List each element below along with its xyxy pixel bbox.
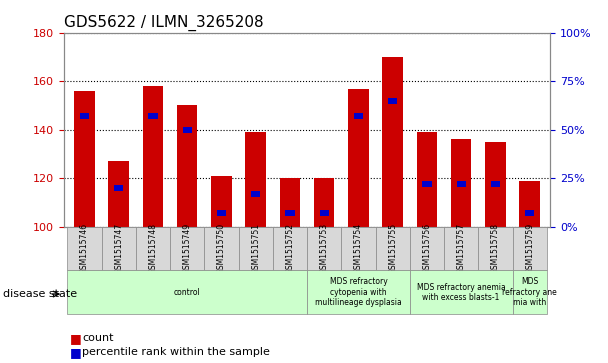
Text: MDS refractory anemia
with excess blasts-1: MDS refractory anemia with excess blasts… — [417, 282, 506, 302]
Text: disease state: disease state — [3, 289, 77, 299]
Text: GSM1515748: GSM1515748 — [148, 223, 157, 274]
Bar — [485, 142, 506, 227]
Bar — [285, 210, 294, 216]
Bar — [513, 270, 547, 314]
Bar — [410, 270, 513, 314]
Text: GSM1515746: GSM1515746 — [80, 223, 89, 274]
Text: GDS5622 / ILMN_3265208: GDS5622 / ILMN_3265208 — [64, 15, 263, 31]
Text: GSM1515755: GSM1515755 — [388, 223, 397, 274]
Bar — [519, 181, 540, 227]
Bar — [148, 113, 157, 119]
Bar — [246, 132, 266, 227]
Bar — [204, 227, 238, 270]
Bar — [280, 178, 300, 227]
Text: GSM1515758: GSM1515758 — [491, 223, 500, 274]
Bar — [348, 89, 368, 227]
Bar — [108, 161, 129, 227]
Bar — [114, 185, 123, 191]
Bar — [376, 227, 410, 270]
Bar — [238, 227, 273, 270]
Bar — [136, 227, 170, 270]
Bar — [67, 270, 307, 314]
Text: ■: ■ — [70, 332, 81, 345]
Bar — [182, 127, 192, 133]
Text: MDS refractory
cytopenia with
multilineage dysplasia: MDS refractory cytopenia with multilinea… — [315, 277, 402, 307]
Bar — [410, 227, 444, 270]
Bar — [320, 210, 329, 216]
Bar — [251, 191, 260, 197]
Text: control: control — [174, 288, 201, 297]
Bar — [314, 178, 334, 227]
Bar — [457, 181, 466, 187]
Bar — [382, 57, 403, 227]
Bar — [388, 98, 397, 104]
Bar — [513, 227, 547, 270]
Bar — [177, 106, 198, 227]
Bar — [307, 227, 341, 270]
Text: GSM1515753: GSM1515753 — [320, 223, 329, 274]
Bar — [307, 270, 410, 314]
Text: percentile rank within the sample: percentile rank within the sample — [82, 347, 270, 357]
Text: ■: ■ — [70, 346, 81, 359]
Text: GSM1515759: GSM1515759 — [525, 223, 534, 274]
Text: GSM1515749: GSM1515749 — [182, 223, 192, 274]
Text: GSM1515751: GSM1515751 — [251, 223, 260, 274]
Bar — [211, 176, 232, 227]
Bar — [354, 113, 363, 119]
Bar — [143, 86, 163, 227]
Bar — [74, 91, 95, 227]
Text: MDS
refractory ane
mia with: MDS refractory ane mia with — [502, 277, 557, 307]
Text: GSM1515756: GSM1515756 — [423, 223, 432, 274]
Text: GSM1515747: GSM1515747 — [114, 223, 123, 274]
Bar — [217, 210, 226, 216]
Bar — [491, 181, 500, 187]
Text: GSM1515752: GSM1515752 — [285, 223, 294, 274]
Bar — [80, 113, 89, 119]
Bar — [444, 227, 478, 270]
Bar — [67, 227, 102, 270]
Bar — [170, 227, 204, 270]
Bar — [102, 227, 136, 270]
Bar — [273, 227, 307, 270]
Bar — [525, 210, 534, 216]
Bar — [416, 132, 437, 227]
Text: count: count — [82, 333, 114, 343]
Bar — [451, 139, 471, 227]
Bar — [341, 227, 376, 270]
Text: GSM1515754: GSM1515754 — [354, 223, 363, 274]
Text: GSM1515750: GSM1515750 — [217, 223, 226, 274]
Text: GSM1515757: GSM1515757 — [457, 223, 466, 274]
Bar — [423, 181, 432, 187]
Bar — [478, 227, 513, 270]
